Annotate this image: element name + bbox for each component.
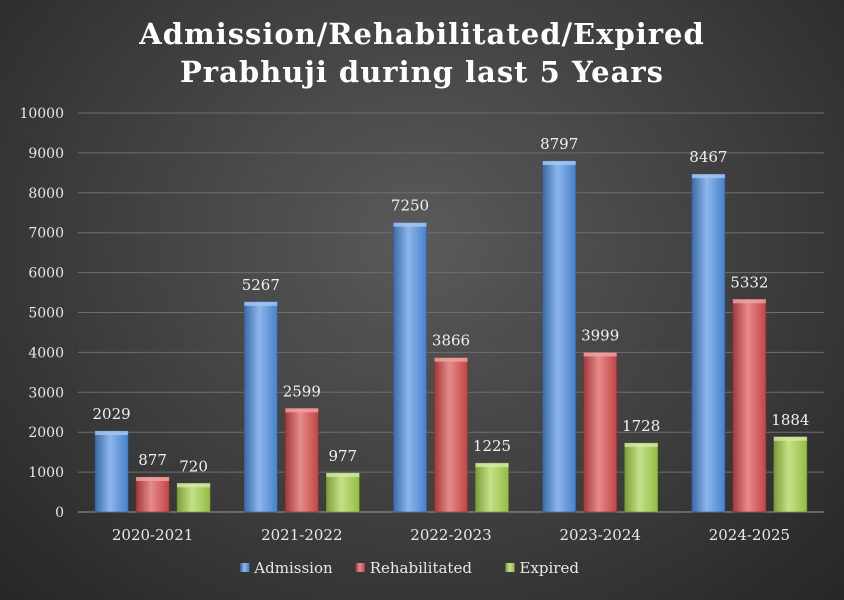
data-label: 1225 — [473, 437, 511, 455]
data-label: 3866 — [432, 332, 470, 350]
x-axis-categories: 2020-2021 2021-2022 2022-2023 2023-2024 2024… — [112, 526, 790, 544]
bar-expired-2023-2024 — [624, 442, 659, 513]
legend: Admission Rehabilitated Expired — [240, 559, 579, 577]
bar-cap — [475, 463, 509, 468]
bar-cap — [136, 477, 170, 482]
bar-cap — [583, 352, 617, 357]
gridlines — [78, 112, 824, 513]
bar-rehabilitated-2022-2023 — [434, 357, 468, 513]
bar-cap — [434, 357, 468, 362]
bar-cap — [624, 443, 658, 448]
data-label: 877 — [138, 451, 167, 469]
x-category-label: 2020-2021 — [112, 526, 193, 544]
chart-title-line-2: Prabhuji during last 5 Years — [180, 55, 664, 89]
bar-rehabilitated-2021-2022 — [284, 407, 319, 513]
bar-rehabilitated-2023-2024 — [583, 352, 618, 513]
chart-title-line-1: Admission/Rehabilitated/Expired — [138, 17, 705, 51]
bar-expired-2020-2021 — [176, 482, 211, 513]
x-category-label: 2023-2024 — [559, 526, 640, 544]
x-category-label: 2024-2025 — [709, 526, 790, 544]
bar-expired-2024-2025 — [773, 436, 808, 513]
y-tick-label: 0 — [55, 505, 64, 521]
data-label: 2599 — [283, 382, 321, 400]
bar-admission-2023-2024 — [542, 160, 577, 513]
bar-cap — [177, 483, 211, 488]
y-tick-label: 7000 — [28, 226, 64, 242]
legend-swatch-admission — [240, 563, 250, 572]
legend-label-expired: Expired — [520, 559, 580, 577]
data-labels: 2029 877 720 5267 2599 977 7250 3866 1225 8797 399… — [93, 135, 810, 475]
bar-cap — [326, 473, 360, 478]
bar-cap — [285, 408, 319, 413]
data-label: 7250 — [391, 197, 429, 215]
legend-label-admission: Admission — [253, 559, 333, 577]
legend-label-rehabilitated: Rehabilitated — [370, 559, 473, 577]
bar-admission-2024-2025 — [691, 173, 726, 513]
bars — [94, 160, 808, 513]
bar-cap — [542, 160, 576, 165]
data-label: 1884 — [771, 411, 809, 429]
y-tick-label: 6000 — [28, 266, 64, 282]
y-tick-label: 9000 — [28, 146, 64, 162]
y-axis-ticks: 0 1000 2000 3000 4000 5000 6000 7000 8000 9000 100… — [19, 106, 64, 521]
y-tick-label: 1000 — [28, 465, 64, 481]
bar-rehabilitated-2020-2021 — [135, 476, 170, 513]
data-label: 3999 — [581, 326, 619, 344]
bar-expired-2022-2023 — [475, 462, 509, 513]
bar-cap — [393, 222, 427, 227]
y-tick-label: 5000 — [28, 306, 64, 322]
data-label: 5267 — [242, 276, 280, 294]
bar-cap — [732, 299, 766, 304]
bar-cap — [773, 436, 807, 441]
bar-admission-2020-2021 — [94, 430, 129, 513]
y-tick-label: 3000 — [28, 385, 64, 401]
y-tick-label: 8000 — [28, 186, 64, 202]
bar-admission-2022-2023 — [393, 222, 427, 513]
x-category-label: 2022-2023 — [410, 526, 491, 544]
bar-rehabilitated-2024-2025 — [732, 298, 767, 513]
data-label: 8467 — [689, 148, 727, 166]
x-category-label: 2021-2022 — [261, 526, 342, 544]
y-tick-label: 2000 — [28, 425, 64, 441]
legend-swatch-expired — [505, 563, 515, 572]
bar-cap — [691, 174, 725, 179]
data-label: 720 — [179, 457, 208, 475]
data-label: 2029 — [93, 405, 131, 423]
legend-swatch-rehabilitated — [355, 563, 365, 572]
bar-cap — [244, 301, 278, 306]
bar-admission-2021-2022 — [244, 301, 278, 513]
data-label: 1728 — [622, 417, 660, 435]
bar-expired-2021-2022 — [325, 472, 360, 513]
data-label: 8797 — [540, 135, 578, 153]
bar-cap — [95, 431, 129, 436]
y-tick-label: 4000 — [28, 345, 64, 361]
y-tick-label: 10000 — [19, 106, 64, 122]
data-label: 5332 — [730, 273, 768, 291]
data-label: 977 — [328, 447, 357, 465]
